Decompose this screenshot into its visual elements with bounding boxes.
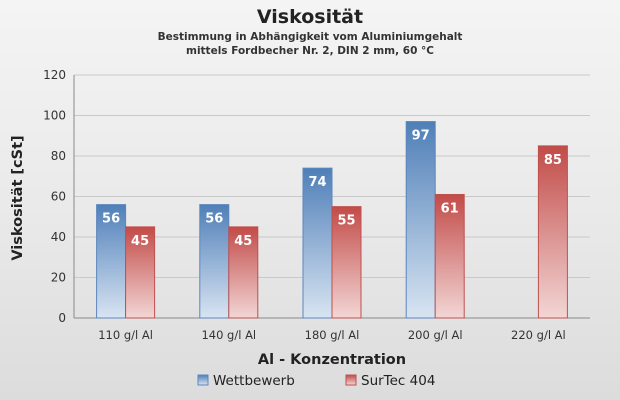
y-axis-title: Viskosität [cSt]	[10, 135, 26, 260]
data-label: 61	[441, 201, 459, 216]
legend-swatch-wettbewerb	[197, 374, 209, 386]
x-axis-title: Al - Konzentration	[258, 352, 406, 368]
data-label: 85	[544, 153, 562, 168]
y-tick-labels: 0 20 40 60 80 100 120	[43, 68, 66, 325]
y-tick-label: 80	[51, 149, 66, 163]
y-tick-label: 40	[51, 230, 66, 244]
bar-wettbewerb	[302, 167, 333, 319]
legend-label-surtec-404: SurTec 404	[361, 373, 435, 389]
bars	[96, 121, 568, 319]
chart-subtitle-line-2: mittels Fordbecher Nr. 2, DIN 2 mm, 60 °…	[186, 45, 434, 57]
bar-wettbewerb	[405, 121, 436, 319]
y-tick-label: 20	[51, 271, 66, 285]
data-label: 45	[131, 234, 149, 249]
y-tick-label: 100	[43, 109, 66, 123]
bar-surtec-404	[228, 226, 259, 319]
x-tick-label: 220 g/l Al	[511, 328, 566, 342]
data-label: 56	[102, 212, 120, 227]
data-label: 45	[234, 234, 252, 249]
chart-subtitle-line-1: Bestimmung in Abhängigkeit vom Aluminium…	[158, 31, 463, 43]
legend-swatch-surtec-404	[345, 374, 357, 386]
x-tick-label: 180 g/l Al	[305, 328, 360, 342]
x-tick-label: 200 g/l Al	[408, 328, 463, 342]
bar-surtec-404	[434, 193, 465, 319]
data-label: 97	[412, 129, 430, 144]
y-tick-label: 120	[43, 68, 66, 82]
legend-label-wettbewerb: Wettbewerb	[213, 373, 295, 389]
x-tick-label: 140 g/l Al	[201, 328, 256, 342]
data-label: 56	[205, 212, 223, 227]
y-tick-label: 0	[58, 311, 66, 325]
legend: Wettbewerb SurTec 404	[197, 373, 435, 389]
bar-wettbewerb	[96, 204, 127, 319]
bar-surtec-404	[125, 226, 156, 319]
data-label: 55	[337, 214, 355, 229]
data-labels: 56 45 56 45 74 55 97 61 85	[102, 129, 562, 249]
x-tick-labels: 110 g/l Al 140 g/l Al 180 g/l Al 200 g/l Al…	[98, 328, 566, 342]
bar-surtec-404	[537, 145, 568, 319]
y-tick-label: 60	[51, 190, 66, 204]
chart-title: Viskosität	[257, 6, 363, 28]
data-label: 74	[308, 175, 326, 190]
x-tick-label: 110 g/l Al	[98, 328, 153, 342]
bar-surtec-404	[331, 206, 362, 319]
